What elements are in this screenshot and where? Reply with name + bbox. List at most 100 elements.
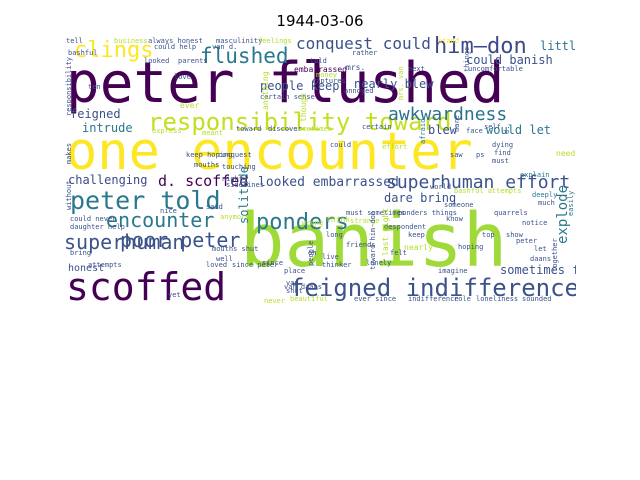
cloud-word: next <box>408 65 425 73</box>
cloud-word: looked <box>144 57 170 65</box>
cloud-word: certain <box>362 123 392 131</box>
cloud-word: quarrels <box>494 209 528 217</box>
cloud-word: business <box>114 37 148 45</box>
cloud-word: rather <box>352 49 378 57</box>
cloud-word: told <box>310 57 327 65</box>
cloud-word: together <box>551 238 559 272</box>
cloud-word: without <box>65 180 73 210</box>
cloud-word: ever since <box>354 295 397 303</box>
cloud-word: saw <box>450 151 463 159</box>
cloud-word: last night <box>381 207 390 256</box>
cloud-word: thinker <box>322 261 352 269</box>
cloud-word: touching <box>222 163 256 171</box>
cloud-word: toward him-don <box>369 210 377 270</box>
cloud-word: discover <box>268 125 302 133</box>
cloud-word: peter flushed <box>66 51 505 116</box>
cloud-word: feelings <box>258 37 292 45</box>
cloud-word: attempts <box>88 261 122 269</box>
cloud-word: things <box>463 46 471 72</box>
cloud-word: anymore <box>220 213 250 221</box>
cloud-word: nearly <box>404 243 433 252</box>
cloud-word: yet <box>168 291 181 299</box>
cloud-word: must <box>492 157 509 165</box>
cloud-word: would let <box>486 123 552 137</box>
cloud-word: live <box>322 253 339 261</box>
cloud-word: friends <box>346 241 376 249</box>
cloud-word: ever <box>180 101 200 110</box>
cloud-word: superhuman <box>64 230 185 254</box>
cloud-word: loneliness <box>476 295 519 303</box>
cloud-word: imagine <box>438 267 468 275</box>
cloud-word: raptures <box>312 77 346 85</box>
cloud-word: night <box>222 175 244 183</box>
cloud-word: must sometimes <box>346 209 406 217</box>
cloud-word: embarrassed <box>294 65 347 74</box>
cloud-word: certain sense <box>260 93 315 101</box>
cloud-word: mrs. van <box>397 66 405 100</box>
cloud-word: strange <box>350 217 380 225</box>
cloud-word: express <box>152 127 182 135</box>
cloud-word: find <box>494 149 511 157</box>
cloud-word: anything <box>261 71 270 110</box>
cloud-word: nearly blew <box>354 77 434 91</box>
cloud-word: uncomfortable <box>468 65 523 73</box>
cloud-word: intrude <box>82 121 133 135</box>
cloud-word: shut <box>286 287 303 295</box>
cloud-word: van <box>286 279 299 287</box>
cloud-word: hoping <box>458 243 484 251</box>
cloud-word: lonely <box>366 259 392 267</box>
cloud-word: annoyed <box>344 87 374 95</box>
cloud-word: never <box>264 297 286 305</box>
cloud-word: show <box>506 231 523 239</box>
cloud-word: dying <box>492 141 514 149</box>
cloud-word: superhuman effort <box>386 172 571 193</box>
cloud-word: nice <box>160 207 177 215</box>
cloud-word: deeply <box>532 191 558 199</box>
cloud-word: conquest could <box>296 36 431 53</box>
cloud-word: daans <box>530 255 552 263</box>
cloud-word: tell <box>66 37 83 45</box>
cloud-word: said <box>206 203 223 211</box>
cloud-word: know <box>446 215 463 223</box>
cloud-word: indifference <box>408 295 459 303</box>
cloud-word: looked embarrassed <box>258 175 399 190</box>
cloud-word: could banish <box>466 53 553 67</box>
cloud-word: one encounter <box>66 122 473 182</box>
cloud-word: flushed <box>200 44 289 68</box>
cloud-word: conquest <box>218 151 252 159</box>
cloud-word: place <box>284 267 306 275</box>
cloud-word: someone <box>444 201 474 209</box>
cloud-word: meant <box>202 129 224 137</box>
cloud-word: d. <box>503 125 511 134</box>
cloud-word: explain <box>520 171 550 179</box>
cloud-word: ponders things <box>398 209 458 217</box>
cloud-word: d. scoffed <box>158 172 249 190</box>
cloud-word: parents <box>178 57 208 65</box>
cloud-word: easily <box>567 190 575 216</box>
cloud-word: responsibility <box>65 56 73 116</box>
cloud-word: ponders <box>256 210 349 235</box>
cloud-word: sometimes <box>294 125 332 133</box>
cloud-word: ten <box>88 83 101 91</box>
cloud-word: sidelines <box>226 181 264 189</box>
word-cloud: banish peter flushed one encounter scoffed f… <box>64 36 576 308</box>
cloud-word: makes <box>65 142 73 164</box>
cloud-word: despondent <box>384 223 427 231</box>
cloud-word: stand <box>438 37 460 45</box>
cloud-word: peter <box>516 237 538 245</box>
cloud-word: since <box>262 259 284 267</box>
cloud-word: toward <box>236 125 262 133</box>
cloud-word: think <box>326 215 351 224</box>
cloud-word: self <box>484 123 501 131</box>
cloud-word: though <box>299 93 308 122</box>
cloud-word: clings <box>74 38 154 63</box>
cloud-word: people keep <box>260 79 340 93</box>
cloud-word: beautiful <box>290 295 328 303</box>
cloud-word: always honest <box>148 37 203 45</box>
cloud-word: bring <box>70 249 92 257</box>
cloud-word: honest <box>68 263 105 274</box>
cloud-word: bashful attempts <box>454 187 522 195</box>
cloud-word: face <box>466 127 483 135</box>
cloud-word: oh <box>308 249 317 257</box>
cloud-word: mouths shut <box>212 245 259 253</box>
